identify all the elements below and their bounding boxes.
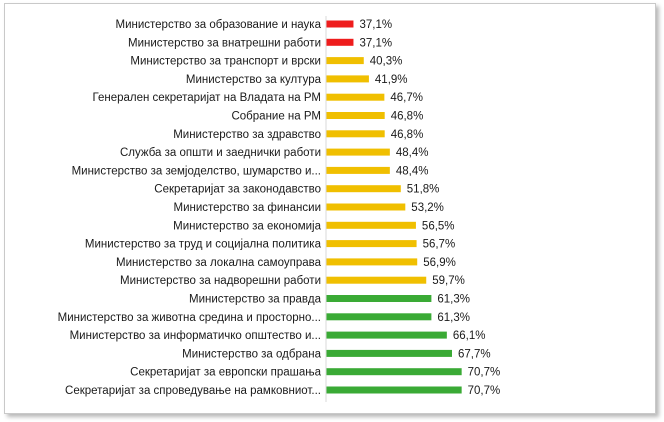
bar [326, 221, 416, 229]
data-label: 59,7% [432, 275, 465, 287]
category-label: Министерство за финансии [174, 202, 322, 214]
data-label: 67,7% [458, 348, 491, 360]
category-label: Министерство за животна средина и просто… [58, 312, 321, 324]
bar [326, 93, 385, 101]
data-label: 41,9% [375, 74, 408, 86]
bar [326, 295, 432, 302]
category-label: Собрание на РМ [231, 111, 321, 123]
data-label: 51,8% [407, 184, 440, 196]
bar [326, 57, 364, 65]
bar [326, 166, 390, 174]
data-label: 37,1% [359, 37, 392, 49]
data-label: 46,7% [390, 92, 423, 104]
data-label: 61,3% [437, 312, 470, 324]
data-label: 53,2% [411, 202, 444, 214]
data-label: 46,8% [391, 111, 424, 123]
data-label: 66,1% [453, 330, 486, 342]
bar [326, 276, 427, 284]
bar [326, 240, 417, 248]
data-label: 48,4% [396, 147, 429, 159]
bar [326, 331, 447, 339]
data-label: 40,3% [370, 56, 403, 68]
data-label: 56,7% [423, 239, 456, 251]
bars-group [326, 20, 462, 394]
data-label: 46,8% [391, 129, 424, 141]
data-labels-group: 37,1% 37,1% 40,3% 41,9% 46,7% 46,8% 46,8% 48,4%… [359, 19, 500, 397]
category-label: Министерство за труд и социјална политик… [85, 239, 322, 251]
category-label: Министерство за култура [186, 74, 322, 86]
category-label: Служба за општи и заеднички работи [120, 147, 321, 159]
bar [326, 38, 354, 46]
bar [326, 313, 432, 321]
category-label: Генерален секретаријат на Владата на РМ [92, 92, 321, 104]
category-label: Министерство за здравство [173, 129, 321, 141]
bar [326, 112, 385, 119]
category-label: Министерство за локална самоуправа [116, 257, 322, 269]
data-label: 37,1% [359, 19, 392, 31]
data-label: 56,5% [422, 220, 455, 232]
bar [326, 185, 401, 193]
bar [326, 258, 418, 266]
category-label: Секретаријат за спроведување на рамковни… [65, 385, 321, 397]
data-label: 70,7% [468, 367, 501, 379]
bar [326, 148, 390, 156]
data-label: 70,7% [468, 385, 501, 397]
category-label: Министерство за внатрешни работи [128, 37, 321, 49]
bar [326, 20, 354, 28]
bar [326, 130, 385, 138]
data-label: 56,9% [423, 257, 456, 269]
category-label: Министерство за транспорт и врски [130, 56, 321, 68]
category-label: Министерство за правда [189, 294, 322, 306]
bar [326, 75, 369, 83]
bar [326, 349, 452, 357]
category-labels-group: Министерство за образование и наука Минис… [58, 19, 322, 397]
category-label: Министерство за образование и наука [115, 19, 321, 31]
bar [326, 386, 462, 394]
category-label: Министерство за земјоделство, шумарство … [72, 165, 321, 177]
category-label: Секретаријат за европски прашања [130, 367, 321, 379]
data-label: 48,4% [396, 165, 429, 177]
category-label: Министерство за економија [173, 220, 321, 232]
bar [326, 368, 462, 376]
category-label: Министерство за информатичко општество и… [70, 330, 321, 342]
bar [326, 203, 406, 211]
bar-chart: Министерство за образование и наука Минис… [58, 16, 500, 402]
category-label: Министерство за одбрана [182, 348, 321, 360]
data-label: 61,3% [437, 294, 470, 306]
chart-frame: Министерство за образование и наука Минис… [4, 3, 656, 414]
category-label: Министерство за надворешни работи [120, 275, 321, 287]
category-label: Секретаријат за законодавство [154, 184, 321, 196]
